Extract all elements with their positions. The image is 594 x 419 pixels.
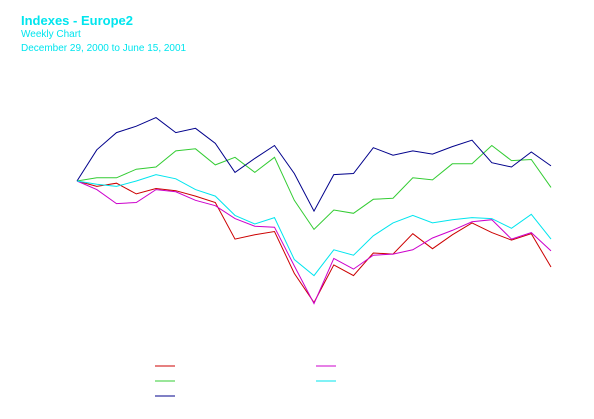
series-line-4 (76, 174, 552, 277)
series-line-3 (76, 117, 552, 213)
series-line-2 (76, 144, 552, 231)
series-line-1 (76, 180, 552, 305)
legend (155, 365, 336, 397)
series-layer (76, 117, 552, 305)
chart-subtitle: Weekly Chart (21, 29, 81, 40)
chart-date-range: December 29, 2000 to June 15, 2001 (21, 43, 187, 54)
series-line-0 (76, 180, 552, 304)
chart-title: Indexes - Europe2 (21, 13, 133, 28)
